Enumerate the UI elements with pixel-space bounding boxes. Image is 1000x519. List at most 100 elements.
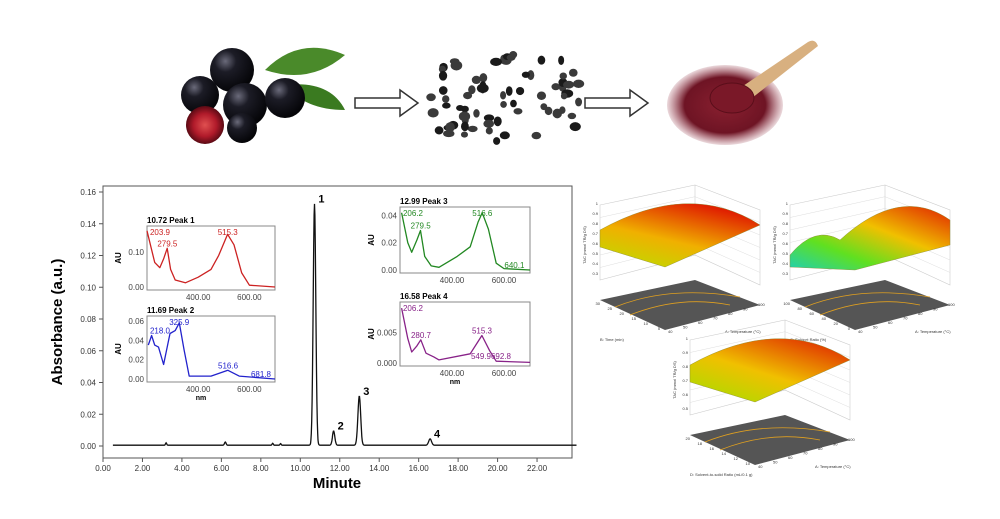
- dried-berry: [427, 108, 439, 118]
- dried-berry: [536, 91, 547, 100]
- spectrum-line: [400, 212, 531, 271]
- fresh-berries-image: [181, 47, 345, 144]
- dried-berry: [461, 121, 469, 132]
- inset-y-tick-label: 0.04: [381, 211, 397, 220]
- response-surface: [689, 338, 851, 403]
- y-tick-label: 80: [798, 306, 803, 311]
- z-tick-label: 0.5: [682, 406, 688, 411]
- y-axis-label: Absorbance (a.u.): [49, 259, 66, 386]
- z-tick-label: 0.9: [782, 211, 788, 216]
- dried-berries-image: [426, 50, 585, 145]
- uv-spectrum-inset: 12.99 Peak 3 AU 0.00 0.02 0.04 400.00 600.00 20…: [367, 197, 531, 285]
- z-axis-label: TAC (mmol TR/g DS): [672, 361, 677, 399]
- y-tick-label: 18: [698, 441, 703, 446]
- peak-label: 2: [338, 421, 344, 433]
- berry-powder-image: [667, 40, 818, 145]
- y-tick-label: 0.06: [80, 347, 96, 356]
- dried-berry: [558, 55, 565, 66]
- dried-berry: [537, 55, 546, 65]
- x-tick-label: 80: [728, 311, 733, 316]
- wavelength-label: 206.2: [403, 209, 424, 218]
- x-tick-label: 60: [698, 320, 703, 325]
- y-tick-label: 30: [596, 301, 601, 306]
- chromatogram-trace: [112, 203, 577, 446]
- wavelength-label: 549.9692.8: [471, 352, 512, 361]
- x-axis-label: A: Temperature (°C): [725, 329, 761, 334]
- z-axis-label: TAC (mmol TR/g DS): [772, 226, 777, 264]
- inset-x-tick-label: 400.00: [186, 293, 211, 302]
- dried-berry: [505, 86, 513, 96]
- inset-y-label: AU: [367, 234, 376, 246]
- y-axis-label: D: Solvent-to-solid Ratio (mL/0.1 g): [690, 472, 753, 477]
- x-tick-label: 8.00: [253, 464, 269, 473]
- dried-berry: [485, 127, 493, 135]
- y-tick-label: 60: [810, 311, 815, 316]
- uv-spectrum-inset: 16.58 Peak 4 AU 0.000 0.005 400.00 600.00 nm 20…: [367, 292, 531, 386]
- x-axis-label: A: Temperature (°C): [815, 464, 851, 469]
- y-axis-label: B: Time (min): [600, 337, 624, 342]
- inset-y-tick-label: 0.02: [128, 356, 144, 365]
- inset-x-tick-label: 600.00: [237, 293, 262, 302]
- z-tick-label: 1: [786, 201, 789, 206]
- y-tick-label: 0.02: [80, 410, 96, 419]
- x-tick-label: 18.00: [448, 464, 469, 473]
- dried-berry: [572, 79, 585, 88]
- dried-berry: [500, 100, 507, 108]
- wavelength-label: 218.0: [150, 326, 171, 335]
- response-surface-plot: TAC (mmol TR/g DS) 0.3 0.4 0.5 0.6 0.7 0.8 0.9 1…: [582, 184, 765, 342]
- y-tick-label: 25: [608, 306, 613, 311]
- inset-y-tick-label: 0.00: [128, 375, 144, 384]
- y-tick-label: 10: [644, 321, 649, 326]
- response-surface-plot: TAC (mmol TR/g DS) 0.3 0.4 0.5 0.6 0.7 0.8 0.9 1…: [772, 184, 955, 342]
- x-tick-label: 16.00: [409, 464, 430, 473]
- wavelength-label: 325.9: [169, 318, 190, 327]
- x-tick-label: 2.00: [135, 464, 151, 473]
- dried-berry: [442, 102, 451, 109]
- dried-berry: [531, 131, 542, 140]
- dried-berry: [568, 68, 578, 77]
- dried-berry: [473, 109, 480, 118]
- y-tick-label: 16: [710, 446, 715, 451]
- response-surface: [599, 203, 761, 268]
- uv-spectrum-inset: 11.69 Peak 2 AU 0.00 0.02 0.04 0.06 400.00 600.…: [114, 306, 276, 402]
- z-tick-label: 0.9: [682, 350, 688, 355]
- dried-berry: [559, 72, 567, 80]
- y-tick-label: 14: [722, 451, 727, 456]
- z-tick-label: 1: [686, 336, 689, 341]
- uv-spectrum-inset: 10.72 Peak 1 AU 0.00 0.10 400.00 600.00 203.9 2…: [114, 216, 276, 302]
- y-tick-label: 0.10: [80, 283, 96, 292]
- dried-berry: [527, 70, 535, 81]
- x-tick-label: 14.00: [369, 464, 390, 473]
- x-tick-label: 50: [873, 325, 878, 330]
- wavelength-label: 203.9: [150, 228, 171, 237]
- y-tick-label: 20: [834, 321, 839, 326]
- inset-y-tick-label: 0.10: [128, 248, 144, 257]
- y-tick-label: 0.14: [80, 220, 96, 229]
- z-tick-label: 0.4: [782, 261, 788, 266]
- x-tick-label: 80: [818, 446, 823, 451]
- wavelength-label: 280.7: [411, 331, 432, 340]
- dried-berry: [567, 112, 577, 120]
- z-tick-label: 0.7: [682, 378, 688, 383]
- y-tick-label: 0: [848, 326, 851, 331]
- dried-berry: [460, 131, 468, 138]
- dried-berry: [506, 54, 516, 61]
- spectrum-line: [400, 307, 531, 364]
- z-tick-label: 0.6: [592, 241, 598, 246]
- inset-y-tick-label: 0.02: [381, 239, 397, 248]
- y-tick-label: 0.16: [80, 188, 96, 197]
- dried-berry: [544, 106, 553, 116]
- arrow-icon: [584, 88, 650, 118]
- peak-label: 3: [363, 386, 369, 398]
- x-tick-label: 12.00: [330, 464, 351, 473]
- spectrum-line: [146, 230, 276, 288]
- x-tick-label: 22.00: [527, 464, 548, 473]
- x-tick-label: 6.00: [214, 464, 230, 473]
- wavelength-label: 515.3: [472, 327, 493, 336]
- arrow-icon: [354, 88, 420, 118]
- inset-title: 12.99 Peak 3: [400, 197, 448, 206]
- dried-berry: [500, 91, 507, 100]
- dried-berry: [569, 122, 581, 132]
- inset-x-tick-label: 600.00: [237, 385, 262, 394]
- x-tick-label: 40: [758, 464, 763, 469]
